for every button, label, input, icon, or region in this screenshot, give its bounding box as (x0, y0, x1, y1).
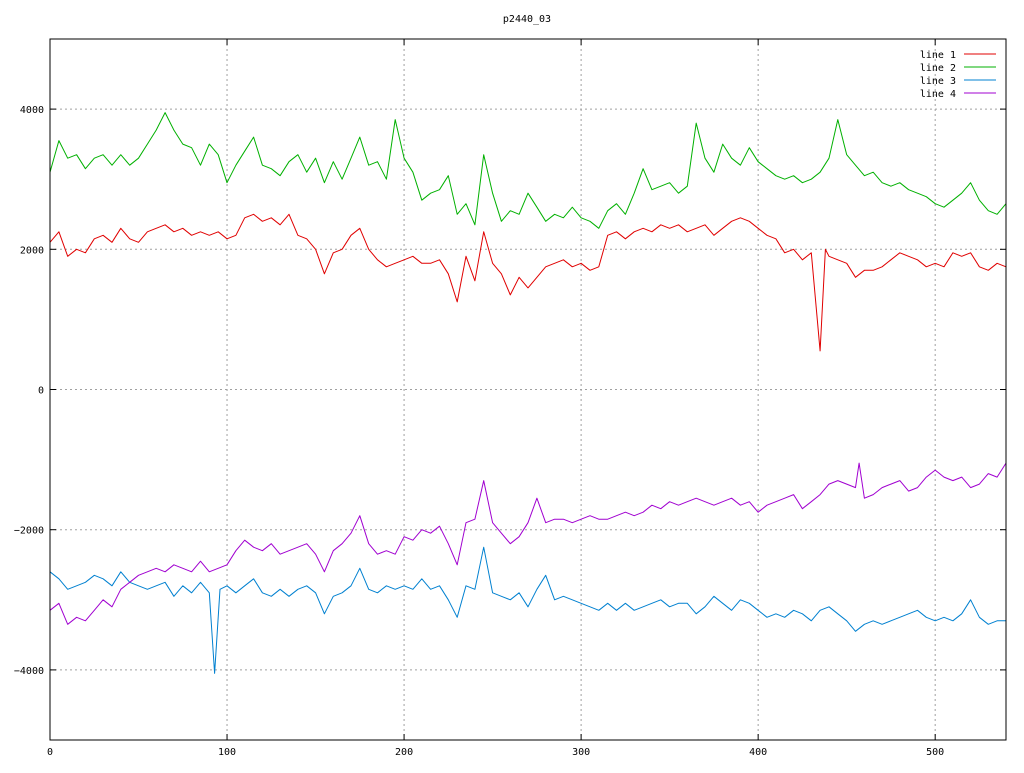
legend-label: line 4 (920, 89, 956, 100)
legend-label: line 1 (920, 50, 956, 61)
legend-label: line 3 (920, 76, 956, 87)
y-tick-label: −4000 (14, 666, 44, 677)
grid (50, 39, 1006, 740)
series-line-2 (49, 112, 1007, 229)
series-layer (49, 112, 1007, 674)
tick-marks: 0 100 200 300 400 500 −4000 −2000 0 2000 4000 (14, 39, 1006, 758)
legend-label: line 2 (920, 63, 956, 74)
y-tick-label: 0 (38, 386, 44, 397)
plot-frame (49, 38, 1007, 741)
series-line-4 (49, 462, 1007, 625)
y-tick-label: −2000 (14, 526, 44, 537)
legend: line 1 line 2 line 3 line 4 (920, 50, 996, 100)
x-tick-label: 300 (572, 747, 590, 758)
series-line-3 (49, 546, 1006, 674)
y-tick-label: 4000 (20, 105, 44, 116)
x-tick-label: 200 (395, 747, 413, 758)
x-tick-label: 500 (926, 747, 944, 758)
series-line-1 (49, 213, 1007, 352)
y-tick-label: 2000 (20, 245, 44, 256)
x-tick-label: 400 (749, 747, 767, 758)
x-tick-label: 0 (47, 747, 53, 758)
x-tick-label: 100 (218, 747, 236, 758)
chart-title: p2440_03 (503, 14, 551, 25)
